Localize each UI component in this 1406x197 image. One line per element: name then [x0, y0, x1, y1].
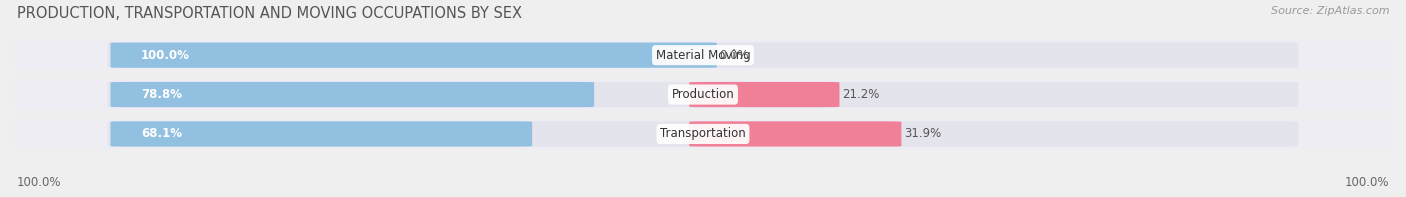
FancyBboxPatch shape	[0, 40, 1406, 70]
FancyBboxPatch shape	[108, 82, 1298, 107]
Text: Source: ZipAtlas.com: Source: ZipAtlas.com	[1271, 6, 1389, 16]
Text: 31.9%: 31.9%	[904, 127, 942, 140]
FancyBboxPatch shape	[111, 43, 717, 68]
FancyBboxPatch shape	[689, 82, 839, 107]
FancyBboxPatch shape	[689, 121, 901, 147]
Text: 68.1%: 68.1%	[141, 127, 181, 140]
FancyBboxPatch shape	[111, 121, 531, 147]
FancyBboxPatch shape	[0, 79, 1406, 110]
Text: 21.2%: 21.2%	[842, 88, 880, 101]
Text: Production: Production	[672, 88, 734, 101]
FancyBboxPatch shape	[108, 121, 1298, 147]
FancyBboxPatch shape	[108, 43, 1298, 68]
Text: Transportation: Transportation	[661, 127, 745, 140]
Text: Material Moving: Material Moving	[655, 49, 751, 62]
FancyBboxPatch shape	[0, 119, 1406, 149]
Text: 100.0%: 100.0%	[17, 176, 62, 189]
Text: 100.0%: 100.0%	[1344, 176, 1389, 189]
Text: 100.0%: 100.0%	[141, 49, 190, 62]
Text: PRODUCTION, TRANSPORTATION AND MOVING OCCUPATIONS BY SEX: PRODUCTION, TRANSPORTATION AND MOVING OC…	[17, 6, 522, 21]
Text: 0.0%: 0.0%	[720, 49, 749, 62]
FancyBboxPatch shape	[111, 82, 595, 107]
Text: 78.8%: 78.8%	[141, 88, 181, 101]
